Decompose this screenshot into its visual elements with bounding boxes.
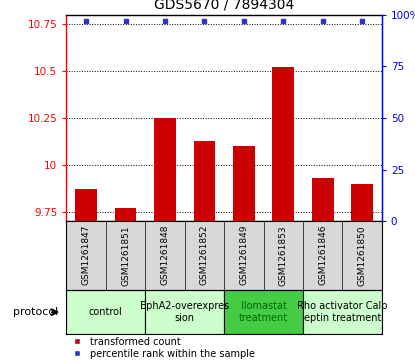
Bar [154, 118, 176, 221]
Text: GSM1261849: GSM1261849 [239, 225, 248, 285]
Text: GSM1261846: GSM1261846 [318, 225, 327, 285]
Bar [233, 146, 255, 221]
Bar [145, 290, 224, 334]
Bar [272, 67, 294, 221]
Text: protocol: protocol [13, 307, 58, 317]
Text: GSM1261848: GSM1261848 [161, 225, 169, 285]
Title: GDS5670 / 7894304: GDS5670 / 7894304 [154, 0, 294, 12]
Text: GSM1261851: GSM1261851 [121, 225, 130, 286]
Text: GSM1261850: GSM1261850 [358, 225, 366, 286]
Text: GSM1261852: GSM1261852 [200, 225, 209, 285]
Text: GSM1261853: GSM1261853 [279, 225, 288, 286]
Text: control: control [89, 307, 123, 317]
Bar [66, 290, 145, 334]
Bar [75, 189, 97, 221]
Bar [193, 140, 215, 221]
Text: GSM1261847: GSM1261847 [82, 225, 90, 285]
Bar [312, 178, 334, 221]
Text: Rho activator Calp
eptin treatment: Rho activator Calp eptin treatment [297, 301, 388, 323]
Bar [115, 208, 137, 221]
Text: EphA2-overexpres
sion: EphA2-overexpres sion [140, 301, 229, 323]
Legend: transformed count, percentile rank within the sample: transformed count, percentile rank withi… [68, 333, 259, 362]
Bar [351, 184, 373, 221]
Bar [224, 290, 303, 334]
Bar [303, 290, 382, 334]
Text: Ilomastat
treatment: Ilomastat treatment [239, 301, 288, 323]
